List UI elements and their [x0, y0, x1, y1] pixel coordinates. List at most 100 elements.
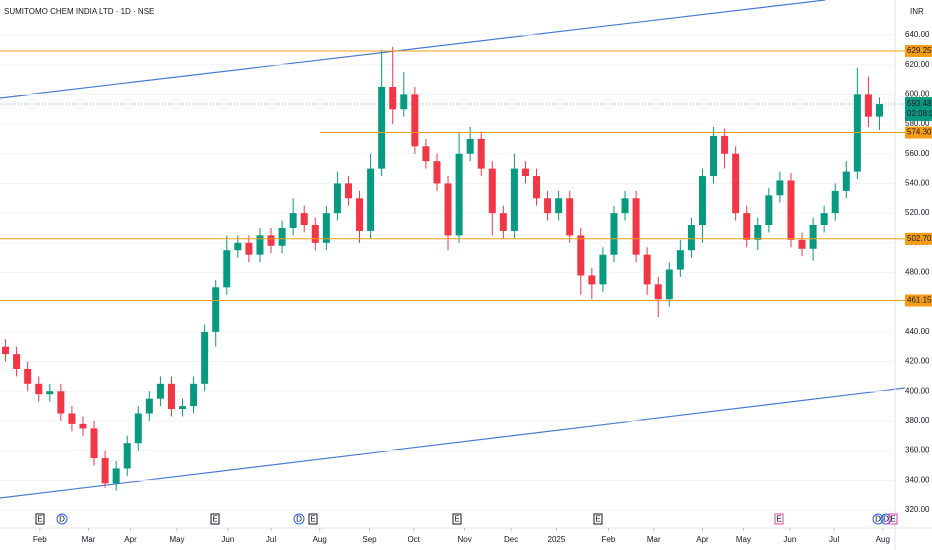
candle-body — [510, 168, 518, 231]
countdown: 02:08:05 — [907, 109, 932, 118]
level-tag — [905, 44, 932, 57]
event-marker — [872, 513, 884, 525]
candle-body — [455, 153, 463, 236]
x-tick-label: Feb — [602, 535, 616, 544]
price-tag — [905, 97, 932, 122]
candle-body — [488, 168, 496, 214]
x-tick-label: Mar — [82, 535, 96, 544]
x-tick-label: Mar — [647, 535, 661, 544]
candle-body — [621, 198, 629, 214]
level-label: 461.15 — [907, 296, 932, 305]
candle-body — [156, 383, 164, 399]
trend-line — [0, 387, 906, 499]
event-marker — [293, 513, 305, 525]
candle-body — [134, 413, 142, 444]
candle-body — [378, 86, 386, 169]
candle-body — [400, 94, 408, 110]
candle-body — [477, 138, 485, 169]
candle-body — [201, 331, 209, 384]
event-label: D — [296, 515, 302, 524]
event-marker — [593, 513, 603, 525]
y-tick-label: 520.00 — [905, 208, 930, 217]
y-tick-label: 560.00 — [905, 149, 930, 158]
candle-body — [787, 180, 795, 240]
y-tick-label: 400.00 — [905, 386, 930, 395]
candle-body — [300, 213, 308, 225]
candle-body — [875, 104, 883, 117]
candle-body — [344, 183, 352, 199]
event-label: E — [37, 515, 42, 524]
y-tick-label: 380.00 — [905, 416, 930, 425]
candle-body — [112, 468, 120, 484]
candle-body — [123, 443, 131, 469]
x-tick-label: May — [736, 535, 751, 544]
candle-body — [90, 428, 98, 459]
candle-body — [24, 368, 32, 384]
candle-body — [179, 406, 187, 410]
y-tick-label: 540.00 — [905, 179, 930, 188]
candle-body — [765, 195, 773, 225]
event-marker — [210, 513, 220, 525]
x-tick-label: Sep — [362, 535, 377, 544]
candle-body — [311, 225, 319, 243]
candle-body — [289, 213, 297, 228]
event-marker — [35, 513, 45, 525]
event-label: D — [59, 515, 65, 524]
level-tag — [905, 126, 932, 139]
candle-body — [389, 86, 397, 110]
candle-body — [278, 227, 286, 246]
candle-body — [223, 250, 231, 288]
candle-body — [190, 383, 198, 407]
x-tick-label: Apr — [124, 535, 137, 544]
candle-body — [732, 153, 740, 214]
x-tick-label: Aug — [876, 535, 890, 544]
candle-body — [566, 198, 574, 236]
candle-body — [101, 458, 109, 484]
level-tag — [905, 232, 932, 245]
event-label: E — [454, 515, 459, 524]
candle-body — [533, 176, 541, 199]
candle-body — [555, 198, 563, 214]
candle-body — [610, 213, 618, 255]
x-tick-label: May — [169, 535, 184, 544]
x-tick-label: Jun — [783, 535, 796, 544]
x-tick-label: 2025 — [548, 535, 566, 544]
y-tick-label: 480.00 — [905, 268, 930, 277]
candle-body — [577, 235, 585, 276]
candle-body — [79, 423, 87, 429]
event-label: E — [890, 515, 895, 524]
currency: INR — [910, 7, 924, 16]
candle-body — [57, 391, 65, 414]
candle-body — [544, 198, 552, 214]
candle-body — [433, 161, 441, 184]
level-label: 574.30 — [907, 128, 932, 137]
candle-body — [698, 176, 706, 225]
candle-body — [588, 275, 596, 285]
candle-body — [267, 235, 275, 246]
level-label: 629.25 — [907, 46, 932, 55]
candle-body — [599, 254, 607, 285]
event-marker — [888, 513, 898, 525]
event-label: D — [875, 515, 881, 524]
candle-body — [466, 138, 474, 154]
candle-body — [35, 383, 43, 395]
x-tick-label: Dec — [504, 535, 518, 544]
event-label: E — [595, 515, 600, 524]
candle-body — [831, 190, 839, 214]
candle-body — [167, 383, 175, 410]
y-tick-label: 640.00 — [905, 30, 930, 39]
candle-body — [710, 135, 718, 177]
candle-body — [356, 198, 364, 231]
candle-body — [411, 94, 419, 147]
candle-body — [68, 413, 76, 424]
candle-body — [234, 242, 242, 251]
y-tick-label: 440.00 — [905, 327, 930, 336]
candle-body — [521, 168, 529, 177]
level-tag — [905, 294, 932, 307]
y-tick-label: 600.00 — [905, 89, 930, 98]
event-marker — [56, 513, 68, 525]
x-tick-label: Aug — [313, 535, 327, 544]
candle-body — [333, 183, 341, 214]
y-tick-label: 580.00 — [905, 119, 930, 128]
